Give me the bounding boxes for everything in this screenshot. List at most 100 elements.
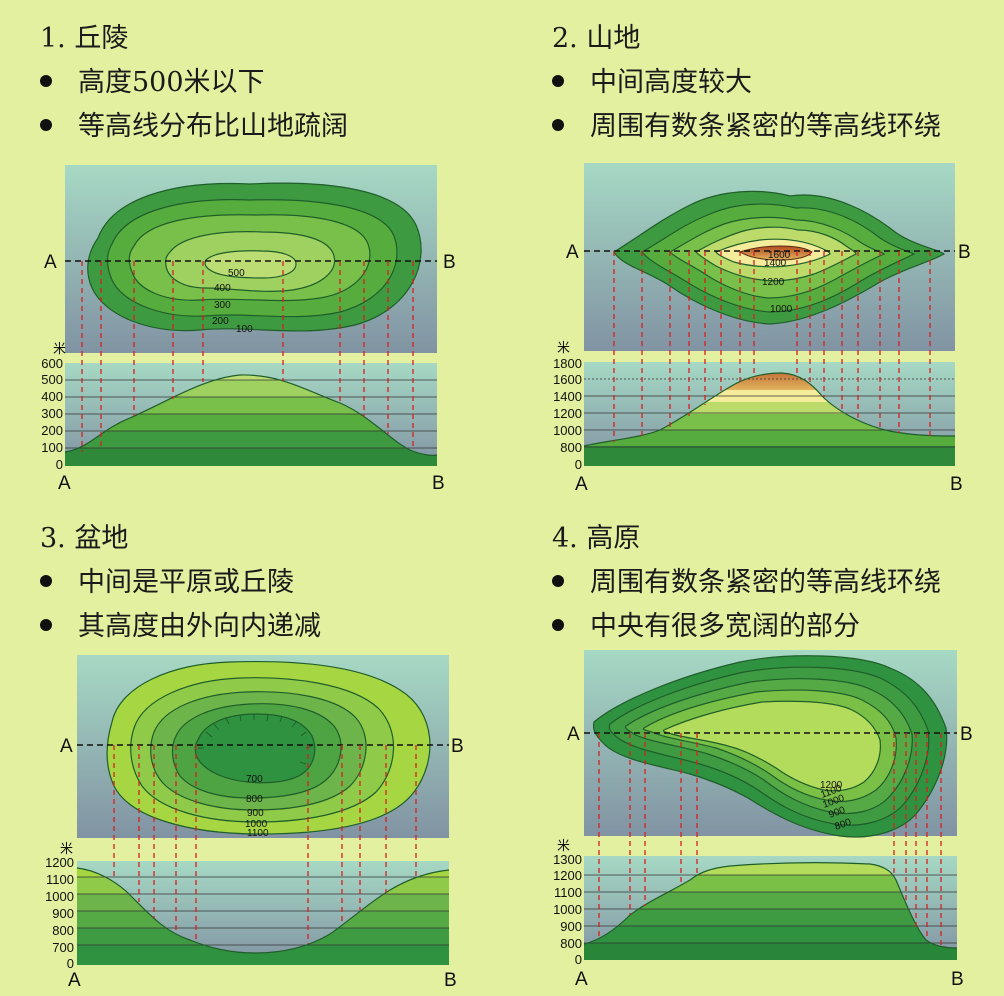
mountains-tick: 1000: [553, 423, 582, 438]
mountains-tick: 800: [560, 440, 582, 455]
plateau-projection-lines: [598, 733, 942, 946]
panel-mountains-bullet-1: 中间高度较大: [552, 60, 752, 99]
bullet-dot-icon: [552, 618, 564, 631]
hills-tick: 200: [41, 423, 63, 438]
panel-basin-bullet-1: 中间是平原或丘陵: [40, 560, 294, 599]
hills-contour-500: [204, 250, 297, 279]
panel-plateau-bullet-2: 中央有很多宽阔的部分: [552, 604, 860, 643]
hills-tick: 100: [41, 440, 63, 455]
basin-contour-label-700: 700: [246, 774, 263, 785]
basin-point-a-map: A: [60, 736, 73, 757]
panel-hills-bullet-1: 高度500米以下: [40, 60, 265, 99]
hills-tick: 300: [41, 406, 63, 421]
plateau-tick: 900: [560, 919, 582, 934]
hills-tick: 400: [41, 389, 63, 404]
hills-contour-label-300: 300: [214, 300, 231, 311]
mountains-tick: 1800: [553, 356, 582, 371]
plateau-contour-label-1200: 1200: [820, 780, 843, 791]
basin-tick: 800: [52, 923, 74, 938]
hills-tick: 0: [56, 457, 63, 472]
plateau-tick: 1200: [553, 868, 582, 883]
hills-tick: 500: [41, 372, 63, 387]
bullet-dot-icon: [552, 574, 564, 587]
basin-tick: 700: [52, 940, 74, 955]
hills-point-b-profile: B: [432, 473, 445, 494]
panel-basin-bullet-2: 其高度由外向内递减: [40, 604, 321, 643]
bullet-dot-icon: [40, 74, 52, 87]
mountains-projection-lines: [613, 251, 931, 442]
plateau-tick: 1000: [553, 902, 582, 917]
plateau-profile-gridlines: [584, 874, 957, 944]
plateau-point-b-map: B: [960, 724, 973, 745]
mountains-contour-label-1600: 1600: [768, 250, 791, 261]
plateau-point-b-profile: B: [951, 969, 964, 990]
mountains-contour-label-1200: 1200: [762, 277, 785, 288]
basin-tick: 0: [67, 956, 74, 971]
mountains-point-b-profile: B: [950, 474, 963, 495]
panel-plateau-heading: 4. 高原: [552, 523, 641, 554]
hills-projection-lines: [81, 261, 414, 452]
hills-contour-label-100: 100: [236, 324, 253, 335]
mountains-tick: 1400: [553, 389, 582, 404]
plateau-tick: 0: [575, 952, 582, 967]
panel-hills-heading: 1. 丘陵: [40, 23, 129, 54]
bullet-dot-icon: [40, 574, 52, 587]
plateau-contour-1200: [662, 700, 881, 792]
mountains-contour-label-1400: 1400: [764, 258, 787, 269]
panel-hills-bullet-2: 等高线分布比山地疏阔: [40, 104, 348, 143]
panel-plateau-bullet-1: 周围有数条紧密的等高线环绕: [552, 560, 941, 599]
basin-contour-label-1000: 1000: [245, 819, 268, 830]
mountains-point-a-profile: A: [575, 474, 588, 495]
plateau-point-a-map: A: [567, 724, 580, 745]
plateau-point-a-profile: A: [575, 969, 588, 990]
basin-contour-label-800: 800: [246, 794, 263, 805]
mountains-tick: 1600: [553, 372, 582, 387]
bullet-dot-icon: [40, 618, 52, 631]
plateau-tick: 1100: [554, 885, 582, 900]
plateau-tick: 1300: [553, 852, 582, 867]
bullet-dot-icon: [552, 74, 564, 87]
hills-unit-label: 米: [53, 341, 66, 356]
basin-projection-lines: [113, 745, 417, 944]
plateau-tick: 800: [560, 936, 582, 951]
mountains-profile-outline: [583, 372, 956, 447]
mountains-point-a-map: A: [566, 242, 579, 263]
mountains-contour-1600: [738, 245, 813, 261]
basin-contour-label-1100: 1100: [247, 828, 269, 839]
mountains-contour-label-1000: 1000: [770, 304, 793, 315]
bullet-dot-icon: [552, 118, 564, 131]
hills-point-a-map: A: [44, 252, 57, 273]
hills-profile-gridlines: [65, 379, 437, 449]
hills-contour-label-500: 500: [228, 268, 245, 279]
basin-tick: 900: [52, 906, 74, 921]
basin-point-b-map: B: [451, 736, 464, 757]
mountains-point-b-map: B: [958, 242, 971, 263]
basin-point-b-profile: B: [444, 970, 457, 991]
mountains-tick: 1200: [553, 406, 582, 421]
basin-contour-label-900: 900: [247, 808, 264, 819]
mountains-tick: 0: [575, 457, 582, 472]
basin-tick: 1200: [45, 855, 74, 870]
basin-contour-700: [194, 713, 316, 784]
basin-tick: 1100: [46, 872, 74, 887]
panel-mountains-heading: 2. 山地: [552, 23, 641, 54]
basin-unit-label: 米: [60, 841, 73, 856]
basin-point-a-profile: A: [68, 970, 81, 991]
basin-depression-hachures: [198, 714, 313, 765]
plateau-profile-outline: [583, 862, 958, 949]
hills-point-b-map: B: [443, 252, 456, 273]
plateau-unit-label: 米: [557, 838, 570, 853]
bullet-dot-icon: [40, 118, 52, 131]
basin-tick: 1000: [45, 889, 74, 904]
hills-contour-label-200: 200: [212, 316, 229, 327]
mountains-unit-label: 米: [557, 340, 570, 355]
panel-basin-heading: 3. 盆地: [40, 523, 129, 554]
hills-tick: 600: [41, 356, 63, 371]
hills-point-a-profile: A: [58, 473, 71, 494]
panel-mountains-bullet-2: 周围有数条紧密的等高线环绕: [552, 104, 941, 143]
